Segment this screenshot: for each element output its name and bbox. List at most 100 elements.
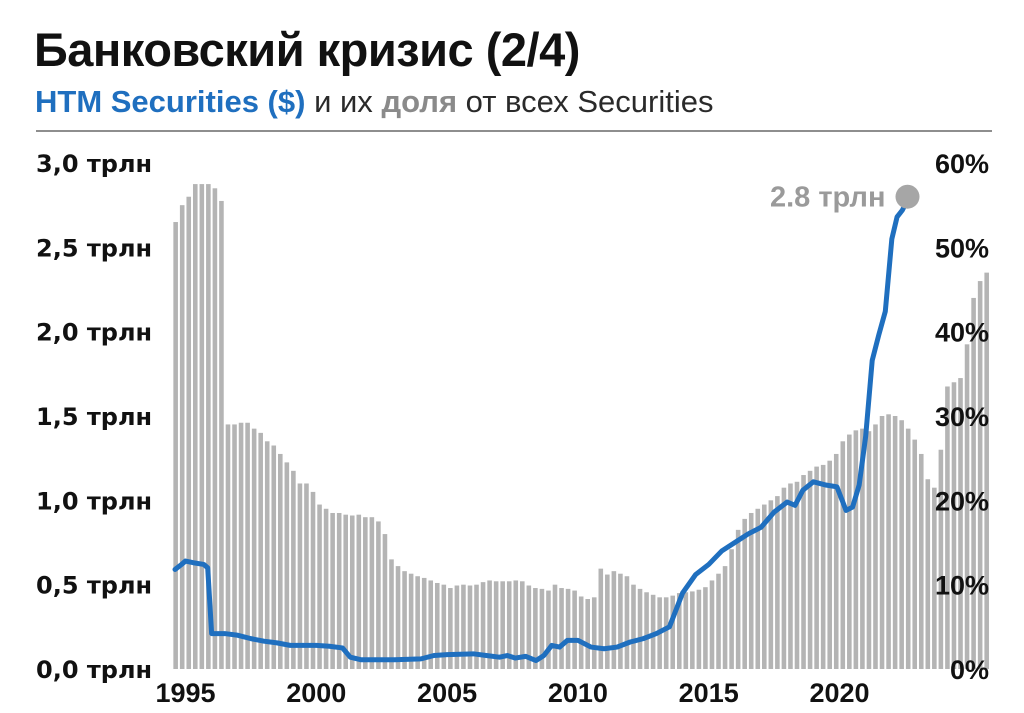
right-tick-label: 0%: [950, 655, 989, 685]
htm-series-line: [172, 197, 911, 664]
share-bar: [192, 184, 198, 669]
share-bar: [827, 460, 832, 669]
share-bar: [212, 188, 218, 670]
share-bar: [304, 483, 309, 669]
x-tick-label: 2010: [548, 678, 608, 708]
share-bar: [886, 414, 891, 669]
share-bar: [709, 580, 715, 669]
left-tick-label: 1,5 трлн: [36, 403, 152, 431]
share-bar: [408, 573, 414, 669]
share-bar: [644, 592, 649, 669]
share-bar: [317, 504, 322, 669]
share-bar: [448, 588, 453, 669]
share-bar: [663, 597, 669, 669]
share-bar: [539, 588, 545, 669]
share-bar: [958, 378, 963, 669]
share-bar: [977, 281, 983, 669]
share-bar: [402, 571, 407, 669]
share-bar: [206, 184, 211, 669]
share-bar: [742, 518, 747, 669]
left-tick-label: 3,0 трлн: [36, 150, 152, 178]
share-bar: [173, 222, 178, 669]
left-axis: 0,0 трлн 0,5 трлн 1,0 трлн 1,5 трлн 2,0 трлн…: [36, 150, 152, 684]
share-bar: [748, 512, 754, 669]
share-bar: [513, 580, 519, 669]
x-tick-label: 2020: [809, 678, 869, 708]
x-tick-label: 2015: [679, 678, 739, 708]
share-bar: [618, 573, 623, 669]
share-bar: [794, 481, 800, 669]
share-bar: [650, 594, 656, 669]
share-bar: [945, 386, 950, 669]
share-bar: [245, 422, 250, 669]
share-bar: [480, 582, 486, 669]
share-bar: [238, 422, 244, 669]
right-tick-label: 20%: [935, 486, 989, 516]
share-bar: [278, 453, 283, 669]
subtitle-text: и их: [305, 84, 382, 119]
share-bar: [258, 432, 263, 669]
share-bar: [762, 504, 767, 669]
share-bar: [879, 416, 885, 669]
share-bar: [814, 466, 819, 669]
left-tick-label: 1,0 трлн: [36, 487, 152, 515]
share-bar: [585, 599, 590, 669]
share-bar: [801, 475, 806, 669]
share-bar: [421, 577, 427, 669]
x-tick-label: 1995: [155, 678, 215, 708]
share-bar: [251, 428, 257, 669]
share-bar: [722, 566, 728, 669]
share-bar: [637, 588, 643, 669]
share-bar: [330, 512, 335, 669]
share-bar: [225, 424, 231, 669]
share-bar: [840, 441, 846, 669]
share-bar: [918, 453, 924, 669]
share-bar: [670, 595, 676, 669]
share-bar: [454, 585, 460, 669]
share-bar: [297, 483, 303, 669]
share-bar: [395, 566, 401, 669]
share-bar: [271, 445, 277, 669]
share-bar: [461, 584, 466, 669]
chart-subtitle: HTM Securities ($) и их доля от всех Sec…: [35, 84, 713, 120]
share-bar: [971, 297, 976, 669]
subtitle-htm-label: HTM Securities ($): [35, 84, 306, 119]
right-axis: 0% 10% 20% 30% 40% 50% 60%: [935, 149, 989, 685]
share-bar: [520, 581, 525, 669]
share-bar: [474, 584, 479, 669]
share-bar: [441, 584, 447, 669]
share-bar: [892, 416, 898, 669]
right-tick-label: 60%: [935, 149, 989, 179]
share-bar: [382, 534, 388, 669]
share-bar: [624, 576, 630, 669]
share-bar: [336, 512, 342, 669]
share-bar: [605, 574, 610, 669]
share-bar: [232, 424, 237, 669]
share-bar: [899, 420, 904, 669]
share-bar: [690, 591, 695, 669]
end-value-label: 2.8 трлн: [770, 182, 886, 214]
share-bar: [186, 196, 192, 670]
share-bar: [853, 430, 859, 669]
right-tick-label: 40%: [935, 318, 989, 348]
share-bar: [775, 496, 780, 669]
subtitle-share-label: доля: [381, 84, 458, 119]
share-bar: [696, 589, 702, 669]
share-bar: [866, 431, 872, 669]
share-bar: [873, 424, 878, 669]
share-bar: [552, 584, 558, 669]
share-bar: [860, 428, 865, 669]
share-bar: [912, 439, 918, 669]
share-bar: [506, 581, 512, 669]
left-tick-label: 0,0 трлн: [36, 656, 152, 684]
share-bar: [349, 515, 355, 669]
left-tick-label: 0,5 трлн: [36, 572, 152, 600]
share-bar: [434, 582, 440, 669]
share-bar: [781, 487, 787, 669]
share-bar: [264, 441, 270, 669]
x-tick-label: 2000: [286, 678, 346, 708]
share-bar: [847, 434, 852, 669]
share-bars: [173, 184, 989, 670]
share-bar: [415, 576, 420, 669]
